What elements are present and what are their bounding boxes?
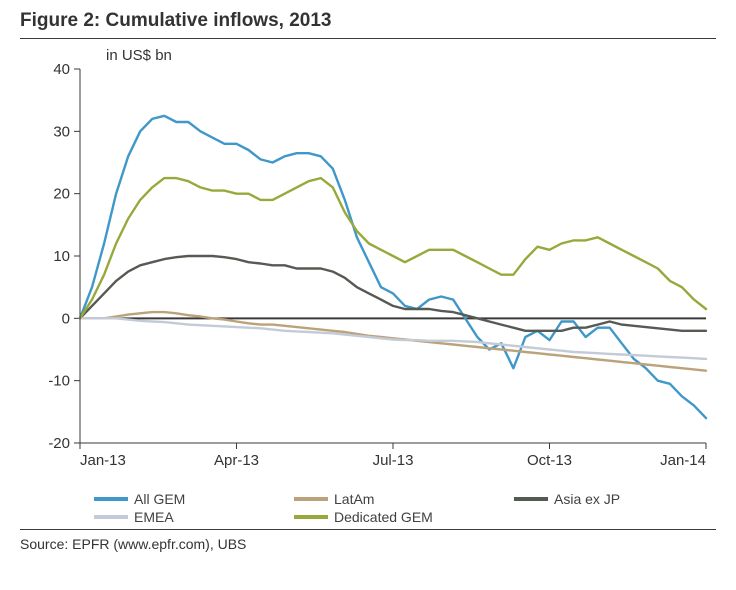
legend-label: Dedicated GEM [334, 509, 433, 525]
legend-label: EMEA [134, 509, 174, 525]
legend-swatch [94, 515, 128, 519]
y-tick-label: 10 [53, 248, 70, 265]
y-tick-label: 20 [53, 186, 70, 203]
legend-swatch [294, 497, 328, 501]
line-chart: -20 -10 0 10 20 30 40 Jan-13 Apr-13 Jul-13 Oct-13 J… [20, 39, 716, 479]
legend-swatch [514, 497, 548, 501]
series-line [80, 178, 706, 318]
y-tick-label: -20 [48, 435, 70, 452]
x-tick-label: Jan-13 [80, 452, 126, 469]
x-tick-label: Jul-13 [373, 452, 414, 469]
x-tick-label: Oct-13 [527, 452, 572, 469]
x-tick-label: Apr-13 [214, 452, 259, 469]
y-tick-label: 0 [62, 310, 70, 327]
legend-item: LatAm [294, 491, 514, 507]
legend-item: Asia ex JP [514, 491, 714, 507]
chart-area: in US$ bn -20-10010203040Jan-13Apr-13Jul… [20, 39, 716, 529]
x-tick-label: Jan-14 [660, 452, 706, 469]
legend-item: All GEM [94, 491, 294, 507]
legend-label: All GEM [134, 491, 185, 507]
series-line [80, 318, 706, 359]
source-line: Source: EPFR (www.epfr.com), UBS [20, 530, 716, 552]
figure-title: Figure 2: Cumulative inflows, 2013 [20, 10, 716, 38]
y-tick-label: 40 [53, 61, 70, 78]
figure-container: Figure 2: Cumulative inflows, 2013 in US… [0, 0, 736, 590]
legend-item: Dedicated GEM [294, 509, 514, 525]
legend-swatch [94, 497, 128, 501]
legend-item: EMEA [94, 509, 294, 525]
legend-label: LatAm [334, 491, 374, 507]
legend-swatch [294, 515, 328, 519]
legend: All GEM LatAm Asia ex JP EMEA Dedicated GEM [94, 491, 714, 525]
series-line [80, 116, 706, 418]
legend-label: Asia ex JP [554, 491, 620, 507]
y-tick-label: -10 [48, 373, 70, 390]
y-tick-label: 30 [53, 123, 70, 140]
